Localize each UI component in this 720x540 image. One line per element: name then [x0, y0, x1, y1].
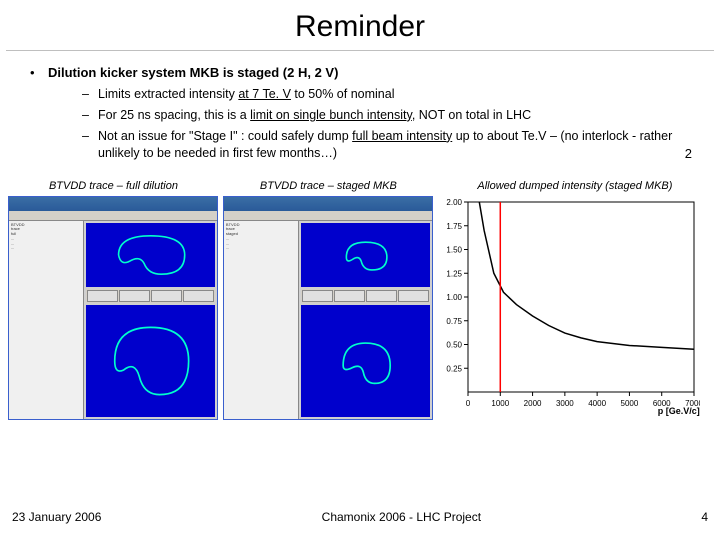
- svg-text:0.75: 0.75: [446, 316, 462, 325]
- footer: 23 January 2006 Chamonix 2006 - LHC Proj…: [0, 510, 720, 524]
- panels-row: BTVDD trace – full dilution BTVDDtracefu…: [0, 166, 720, 420]
- footer-page: 4: [701, 510, 708, 524]
- svg-text:4000: 4000: [588, 399, 606, 408]
- svg-text:1.00: 1.00: [446, 293, 462, 302]
- svg-text:1.25: 1.25: [446, 269, 462, 278]
- bullet-marker: •: [30, 65, 48, 80]
- svg-text:2.00: 2.00: [446, 198, 462, 207]
- panel-left: BTVDD trace – full dilution BTVDDtracefu…: [8, 180, 219, 420]
- side-number: 2: [685, 146, 692, 161]
- sub-item-0: – Limits extracted intensity at 7 Te. V …: [82, 86, 700, 103]
- title-divider: [6, 50, 714, 51]
- intensity-chart: 010002000300040005000600070000.250.500.7…: [438, 196, 700, 414]
- footer-center: Chamonix 2006 - LHC Project: [322, 510, 481, 524]
- x-axis-label: p [Ge.V/c]: [658, 406, 700, 416]
- svg-text:1.50: 1.50: [446, 245, 462, 254]
- panel-mid-label: BTVDD trace – staged MKB: [223, 180, 434, 196]
- panel-mid: BTVDD trace – staged MKB BTVDDtracestage…: [223, 180, 434, 420]
- sub-item-1: – For 25 ns spacing, this is a limit on …: [82, 107, 700, 124]
- svg-text:1.75: 1.75: [446, 221, 462, 230]
- svg-text:0: 0: [466, 399, 471, 408]
- panel-chart: Allowed dumped intensity (staged MKB) 0 1…: [438, 180, 712, 420]
- content-area: • Dilution kicker system MKB is staged (…: [0, 57, 720, 162]
- svg-text:0.50: 0.50: [446, 340, 462, 349]
- sub-text-2: Not an issue for "Stage I" : could safel…: [98, 128, 700, 162]
- svg-text:5000: 5000: [620, 399, 638, 408]
- main-bullet-text: Dilution kicker system MKB is staged (2 …: [48, 65, 338, 80]
- footer-date: 23 January 2006: [12, 510, 101, 524]
- slide-title: Reminder: [0, 0, 720, 50]
- bullet-main: • Dilution kicker system MKB is staged (…: [30, 65, 700, 80]
- sub-text-0: Limits extracted intensity at 7 Te. V to…: [98, 86, 394, 103]
- panel-left-label: BTVDD trace – full dilution: [8, 180, 219, 196]
- svg-text:1000: 1000: [491, 399, 509, 408]
- chart-label: Allowed dumped intensity (staged MKB): [438, 180, 712, 196]
- svg-text:3000: 3000: [556, 399, 574, 408]
- dash: –: [82, 86, 98, 103]
- dash: –: [82, 107, 98, 124]
- screenshot-staged-mkb: BTVDDtracestaged.........: [223, 196, 433, 420]
- svg-text:2000: 2000: [523, 399, 541, 408]
- dash: –: [82, 128, 98, 145]
- screenshot-full-dilution: BTVDDtracefull.........: [8, 196, 218, 420]
- sub-item-2: – Not an issue for "Stage I" : could saf…: [82, 128, 700, 162]
- sub-text-1: For 25 ns spacing, this is a limit on si…: [98, 107, 531, 124]
- sub-list: – Limits extracted intensity at 7 Te. V …: [82, 86, 700, 162]
- svg-text:0.25: 0.25: [446, 364, 462, 373]
